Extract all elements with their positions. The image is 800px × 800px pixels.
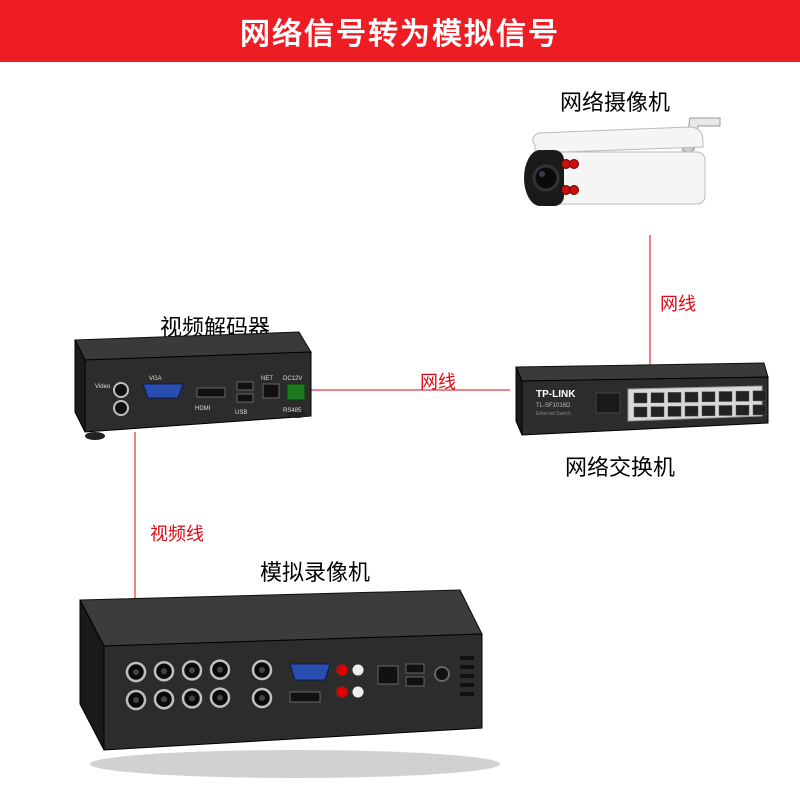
device-network-switch: TP-LINK TL-SF1016D Ethernet Switch xyxy=(516,363,768,435)
svg-text:NET: NET xyxy=(261,376,273,382)
svg-text:Video: Video xyxy=(95,384,111,390)
device-video-decoder: VGA HDMI USB NET RS485 DC12V Video xyxy=(75,332,311,440)
svg-text:HDMI: HDMI xyxy=(195,406,211,412)
device-ip-camera xyxy=(524,118,720,206)
svg-text:USB: USB xyxy=(235,410,247,416)
device-analog-dvr xyxy=(80,590,500,778)
svg-text:VGA: VGA xyxy=(149,376,162,382)
svg-text:DC12V: DC12V xyxy=(283,376,302,382)
diagram-canvas: VGA HDMI USB NET RS485 DC12V Video TP-LINK TL-S… xyxy=(0,0,800,800)
svg-text:Ethernet Switch: Ethernet Switch xyxy=(536,411,571,417)
svg-text:RS485: RS485 xyxy=(283,408,302,414)
svg-text:TL-SF1016D: TL-SF1016D xyxy=(536,403,571,409)
svg-text:TP-LINK: TP-LINK xyxy=(536,389,576,400)
